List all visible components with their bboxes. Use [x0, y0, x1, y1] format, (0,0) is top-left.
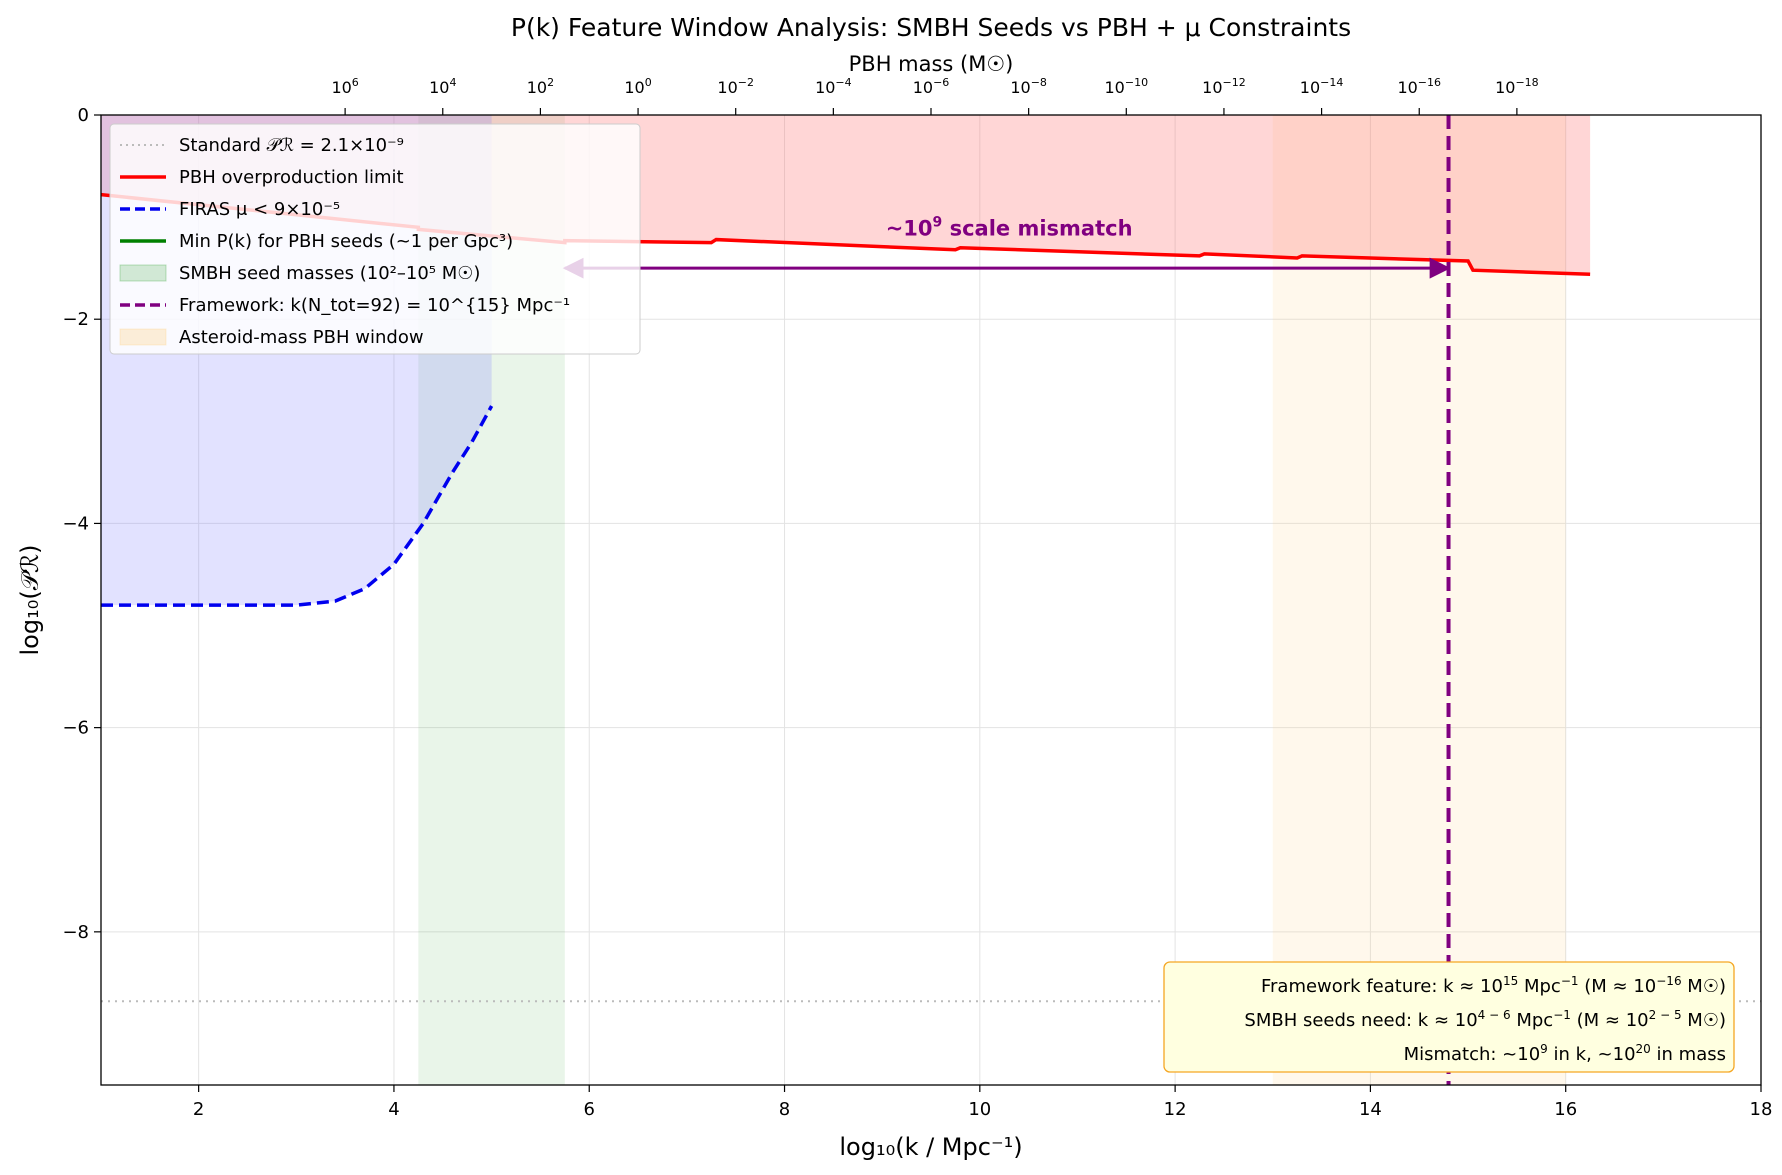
legend-label: PBH overproduction limit — [179, 167, 404, 188]
top-tick-label: 10−18 — [1495, 76, 1539, 97]
top-tick-label: 10−10 — [1105, 76, 1149, 97]
legend-swatch — [119, 328, 167, 346]
annotation-main: ~10 — [886, 216, 933, 240]
top-axis-label: PBH mass (M☉) — [849, 52, 1014, 76]
y-tick-label: −6 — [62, 718, 89, 739]
x-tick-label: 6 — [584, 1099, 595, 1120]
x-tick-label: 8 — [779, 1099, 790, 1120]
legend-label: Standard 𝒫ℛ = 2.1×10⁻⁹ — [179, 135, 404, 156]
top-tick-label: 102 — [527, 76, 554, 97]
y-tick-label: 0 — [78, 105, 89, 126]
legend-label: SMBH seed masses (10²–10⁵ M☉) — [179, 263, 480, 284]
y-ticks: 0 −2 −4 −6 −8 — [62, 105, 101, 943]
top-tick-label: 10−16 — [1397, 76, 1441, 97]
x-tick-label: 10 — [968, 1099, 991, 1120]
info-line-1: Framework feature: k ≈ 1015 Mpc−1 (M ≈ 1… — [1261, 974, 1726, 997]
chart-title: P(k) Feature Window Analysis: SMBH Seeds… — [511, 13, 1351, 42]
info-line-2: SMBH seeds need: k ≈ 104 − 6 Mpc−1 (M ≈ … — [1244, 1008, 1726, 1031]
top-tick-label: 10−8 — [1010, 76, 1047, 97]
top-tick-label: 10−14 — [1300, 76, 1344, 97]
top-ticks: 106 104 102 100 10−2 10−4 10−6 10−8 10−10 10−12 10… — [331, 76, 1539, 115]
top-tick-label: 100 — [624, 76, 651, 97]
series-line — [101, 405, 494, 607]
y-axis-label: log₁₀(𝒫ℛ) — [16, 544, 44, 655]
legend-label: FIRAS μ < 9×10⁻⁵ — [179, 199, 340, 220]
legend-label: Min P(k) for PBH seeds (~1 per Gpc³) — [179, 231, 513, 252]
x-tick-label: 16 — [1554, 1099, 1577, 1120]
x-tick-label: 4 — [388, 1099, 399, 1120]
mismatch-annotation: ~109 scale mismatch — [886, 214, 1133, 240]
top-tick-label: 106 — [331, 76, 358, 97]
y-tick-label: −4 — [62, 513, 89, 534]
x-tick-label: 2 — [193, 1099, 204, 1120]
info-line-3: Mismatch: ~109 in k, ~1020 in mass — [1404, 1042, 1726, 1065]
annotation-sup: 9 — [933, 214, 943, 230]
legend-swatch — [119, 264, 167, 282]
annotation-rest: scale mismatch — [942, 216, 1132, 240]
top-tick-label: 10−4 — [815, 76, 852, 97]
x-tick-label: 14 — [1359, 1099, 1382, 1120]
x-tick-label: 18 — [1750, 1099, 1773, 1120]
legend-label: Asteroid-mass PBH window — [179, 327, 424, 348]
info-box: Framework feature: k ≈ 1015 Mpc−1 (M ≈ 1… — [1163, 961, 1735, 1073]
top-tick-label: 10−6 — [913, 76, 950, 97]
x-ticks: 2 4 6 8 10 12 14 16 18 — [193, 1085, 1773, 1120]
legend-frame — [109, 123, 641, 355]
y-tick-label: −2 — [62, 309, 89, 330]
x-tick-label: 12 — [1164, 1099, 1187, 1120]
top-tick-label: 104 — [429, 76, 456, 97]
top-tick-label: 10−12 — [1202, 76, 1246, 97]
legend-label: Framework: k(N_tot=92) = 10^{15} Mpc⁻¹ — [179, 295, 570, 316]
info-box-frame — [1163, 961, 1735, 1073]
y-tick-label: −8 — [62, 922, 89, 943]
legend: Standard 𝒫ℛ = 2.1×10⁻⁹ PBH overproduction… — [109, 123, 641, 355]
x-axis-label: log₁₀(k / Mpc⁻¹) — [839, 1133, 1022, 1161]
top-tick-label: 10−2 — [717, 76, 754, 97]
